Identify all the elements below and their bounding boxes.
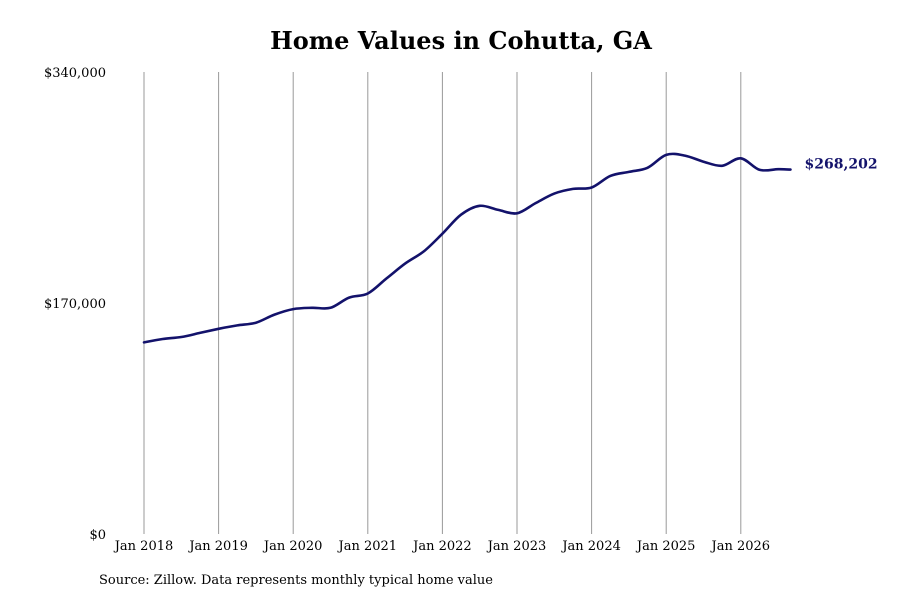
x-tick-label: Jan 2026 <box>710 539 771 554</box>
x-tick-label: Jan 2019 <box>187 539 248 554</box>
x-axis-tick-labels: Jan 2018 Jan 2019 Jan 2020 Jan 2021 Jan 2022… <box>113 539 770 554</box>
y-tick-label: $340,000 <box>44 66 106 81</box>
x-tick-label: Jan 2023 <box>486 539 547 554</box>
x-tick-label: Jan 2022 <box>411 539 472 554</box>
home-value-line <box>142 152 792 344</box>
x-tick-label: Jan 2021 <box>337 539 398 554</box>
x-tick-label: Jan 2020 <box>262 539 323 554</box>
x-tick-label: Jan 2025 <box>635 539 696 554</box>
x-tick-label: Jan 2018 <box>113 539 174 554</box>
source-note: Source: Zillow. Data represents monthly … <box>99 573 493 588</box>
x-tick-label: Jan 2024 <box>560 539 621 554</box>
chart-title: Home Values in Cohutta, GA <box>270 26 652 55</box>
latest-value-label: $268,202 <box>805 157 878 173</box>
gridlines <box>143 72 742 534</box>
y-axis-tick-labels: $0 $170,000 $340,000 <box>44 66 106 543</box>
y-tick-label: $0 <box>89 528 106 543</box>
y-tick-label: $170,000 <box>44 297 106 312</box>
